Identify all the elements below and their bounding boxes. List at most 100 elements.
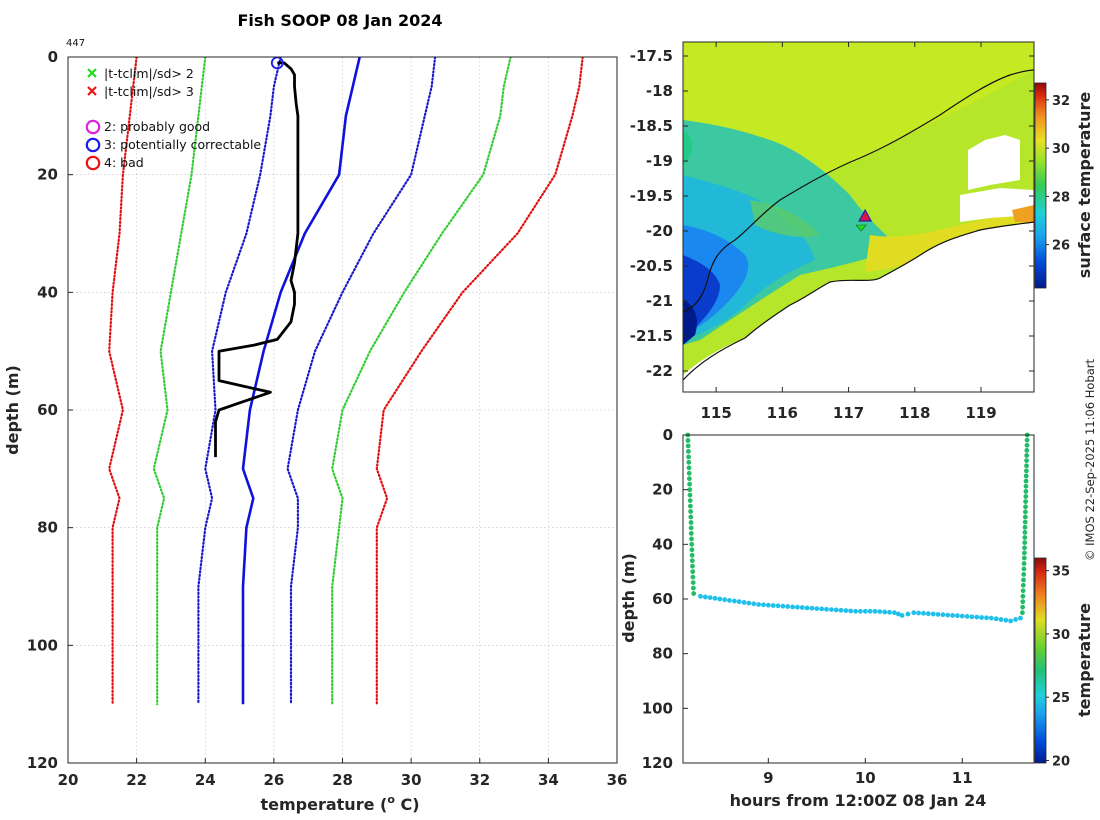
map-tick-label-x: 119: [965, 404, 996, 422]
temperature-colorbar-label: temperature: [1075, 603, 1094, 717]
sst-colorbar-label: surface temperature: [1075, 92, 1094, 279]
tow-point: [1024, 442, 1030, 448]
legend-entry-flag3: 3: potentially correctable: [85, 137, 261, 153]
ts-tick-label-y: 120: [642, 754, 673, 772]
tow-point: [1020, 610, 1025, 616]
tow-point: [1023, 473, 1029, 479]
tick-label-y: 60: [37, 401, 58, 419]
tow-point: [686, 454, 691, 460]
map-tick-label-y: -22: [646, 362, 673, 380]
coastline: [683, 221, 1034, 381]
tow-point: [1022, 514, 1028, 520]
legend-circle-magenta-icon: [85, 119, 101, 135]
tow-point: [691, 585, 696, 591]
legend-label: 2: probably good: [104, 119, 210, 134]
tow-point: [1020, 599, 1026, 605]
tow-point: [775, 603, 781, 609]
tow-point: [688, 531, 694, 536]
ts-tick-label-y: 40: [652, 535, 673, 553]
profile-ticks: 20 22 24 26 28 30 32 34 36 0 20 40 60 80 100 120: [27, 48, 628, 789]
tow-point: [1021, 566, 1027, 572]
tow-points: [685, 432, 1030, 624]
tow-point: [702, 594, 708, 600]
tow-point: [1024, 437, 1030, 443]
sst-colorbar-tick-label: 28: [1052, 190, 1070, 205]
tow-point: [736, 599, 742, 605]
map-panel: 115 116 117 118 119 -17.5 -18 -18.5 -19 -19.5 -20 -…: [630, 41, 1094, 422]
sst-colorbar-tick-label: 32: [1052, 94, 1070, 109]
tow-point: [687, 481, 692, 487]
tow-point: [935, 612, 941, 617]
tick-label-x: 32: [469, 771, 490, 789]
ts-tick-label-x: 11: [952, 769, 973, 787]
map-tick-label-y: -21.5: [630, 327, 673, 345]
tow-point: [964, 614, 970, 619]
tow-point: [717, 596, 723, 602]
tow-point: [689, 558, 695, 564]
tow-point: [1020, 604, 1025, 610]
tow-point: [689, 541, 695, 547]
map-tick-label-y: -18: [646, 82, 673, 100]
tow-point: [1022, 540, 1028, 545]
tow-point: [687, 492, 693, 498]
tow-point: [765, 602, 771, 608]
tow-point: [685, 443, 691, 449]
isobath-contour: [683, 69, 1034, 313]
profile-line-clim-1sd: [286, 57, 437, 706]
tow-point: [751, 601, 757, 607]
tow-point: [1021, 561, 1027, 566]
ts-tick-label-x: 10: [855, 769, 876, 787]
tow-point: [867, 608, 873, 614]
tow-point: [882, 609, 888, 615]
legend-entry-sd3: |t-tclim|/sd> 3: [87, 84, 194, 99]
tow-point: [1021, 572, 1027, 577]
map-axes-box: [682, 41, 1035, 393]
tow-point: [1023, 483, 1029, 489]
sst-colorbar-tick-label: 30: [1052, 142, 1070, 157]
tow-point: [1020, 582, 1026, 588]
legend-entry-sd2: |t-tclim|/sd> 2: [87, 66, 194, 81]
ts-tick-label-y: 100: [642, 699, 673, 717]
map-tick-label-y: -18.5: [630, 117, 673, 135]
tick-label-x: 26: [263, 771, 284, 789]
tick-label-y: 80: [37, 519, 58, 537]
tick-label-y: 100: [27, 636, 58, 654]
tow-point: [727, 598, 732, 603]
profile-line-clim-3sd: [108, 57, 138, 706]
tow-point: [833, 607, 839, 613]
tow-point: [1022, 550, 1027, 556]
profile-line-observed-profile: [214, 61, 300, 458]
tow-point: [799, 605, 805, 610]
legend-circle-red-icon: [85, 155, 101, 171]
tow-point: [984, 615, 989, 621]
profile-line-climatology: [241, 57, 361, 705]
timeseries-panel: 9 10 11 0 20 40 60 80 100 120 hours from 12:00Z 0…: [619, 426, 1094, 810]
tow-point: [955, 613, 960, 619]
tow-point: [988, 615, 994, 621]
tow-point: [1003, 617, 1009, 623]
sst-colorbar-ticks: 26 28 30 32: [1046, 94, 1070, 254]
legend-entry-flag4: 4: bad: [85, 155, 144, 171]
temp-colorbar-tick-label: 20: [1052, 754, 1070, 769]
map-tick-label-y: -17.5: [630, 47, 673, 65]
map-tick-label-x: 117: [833, 404, 864, 422]
profile-xlabel: temperature (o C): [260, 793, 419, 814]
tow-point: [1018, 615, 1023, 621]
profile-line-clim-2sd: [331, 57, 512, 706]
tow-point: [686, 465, 692, 471]
tow-point: [862, 608, 868, 614]
map-tick-label-y: -21: [646, 292, 673, 310]
tow-point: [698, 593, 703, 599]
map-tick-label-x: 116: [767, 404, 798, 422]
tow-point: [686, 449, 691, 454]
tow-point: [691, 591, 697, 596]
tow-point: [930, 611, 936, 617]
tow-point: [1022, 519, 1028, 525]
tow-point: [685, 438, 691, 443]
sst-heatmap: [683, 42, 1034, 392]
profile-id: 447: [66, 38, 85, 49]
tow-point: [1022, 530, 1028, 535]
tow-point: [687, 487, 693, 493]
tow-point: [770, 603, 776, 608]
